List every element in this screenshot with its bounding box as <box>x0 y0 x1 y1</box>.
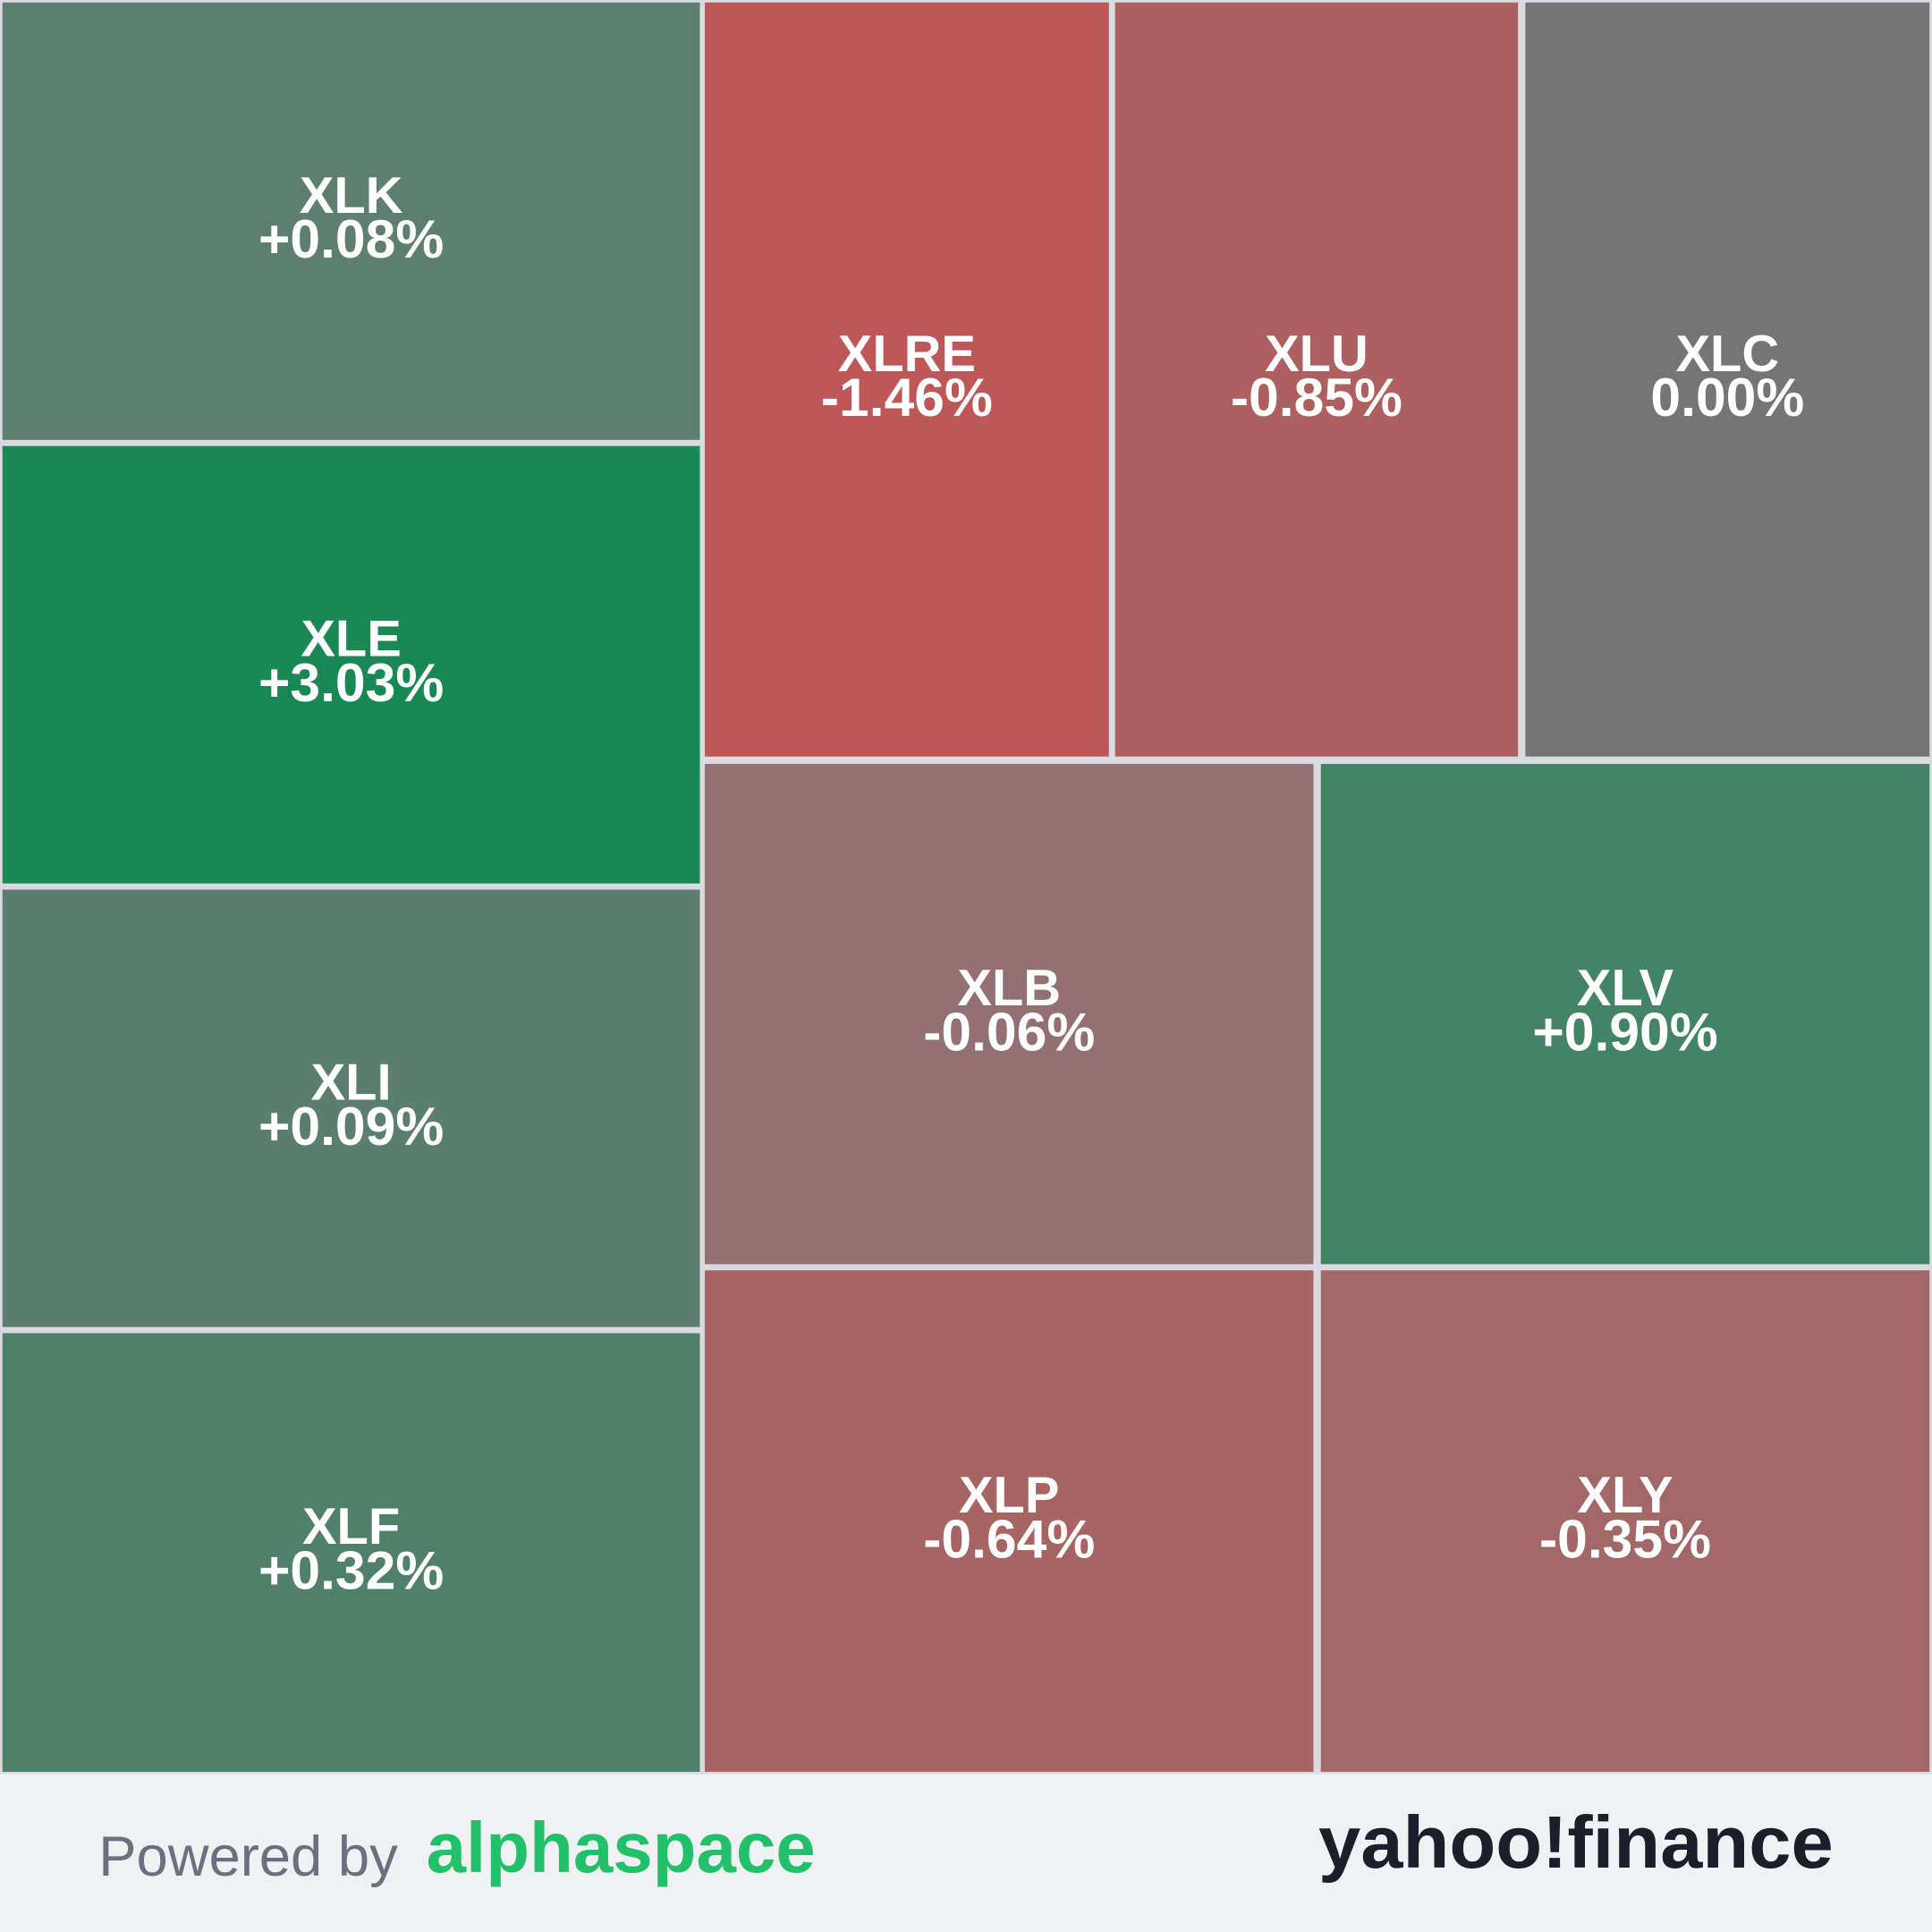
tile-ticker: XLF <box>302 1498 400 1555</box>
tile-ticker: XLRE <box>838 326 976 383</box>
tile-change: +0.08% <box>258 208 444 269</box>
tile-ticker: XLU <box>1265 326 1368 383</box>
tile-change: +3.03% <box>258 652 444 713</box>
brand-logo: alphaspace <box>427 1808 816 1887</box>
tile-ticker: XLI <box>311 1055 392 1112</box>
tile-ticker: XLK <box>300 167 403 225</box>
tile-change: 0.00% <box>1650 367 1804 428</box>
tile <box>2 889 700 1327</box>
tile-ticker: XLV <box>1577 960 1674 1017</box>
tile <box>2 2 700 440</box>
tile <box>1525 2 1930 757</box>
tile-ticker: XLP <box>959 1467 1060 1524</box>
tile-ticker: XLC <box>1675 326 1779 383</box>
tile-change: -0.85% <box>1231 367 1402 428</box>
tile-change: -0.06% <box>923 1002 1095 1063</box>
tile <box>704 764 1314 1265</box>
tile-ticker: XLB <box>957 960 1061 1017</box>
tile-change: -1.46% <box>821 367 993 428</box>
tile-change: +0.32% <box>258 1540 444 1601</box>
tile-change: +0.09% <box>258 1096 444 1157</box>
tile <box>1114 2 1519 757</box>
tile <box>2 1333 700 1772</box>
tile <box>1320 764 1930 1265</box>
powered-by: Powered by <box>98 1826 398 1888</box>
tile <box>1320 1270 1930 1772</box>
partner-logo: yahoo!finance <box>1318 1801 1834 1884</box>
footer-background <box>0 1774 1932 1932</box>
tile <box>704 1270 1314 1772</box>
tile-change: +0.90% <box>1532 1002 1717 1063</box>
tile-change: -0.64% <box>923 1508 1095 1569</box>
tile <box>2 445 700 884</box>
tile-ticker: XLE <box>301 611 402 668</box>
tile-ticker: XLY <box>1577 1467 1673 1524</box>
tile <box>704 2 1109 757</box>
tile-change: -0.35% <box>1539 1508 1711 1569</box>
